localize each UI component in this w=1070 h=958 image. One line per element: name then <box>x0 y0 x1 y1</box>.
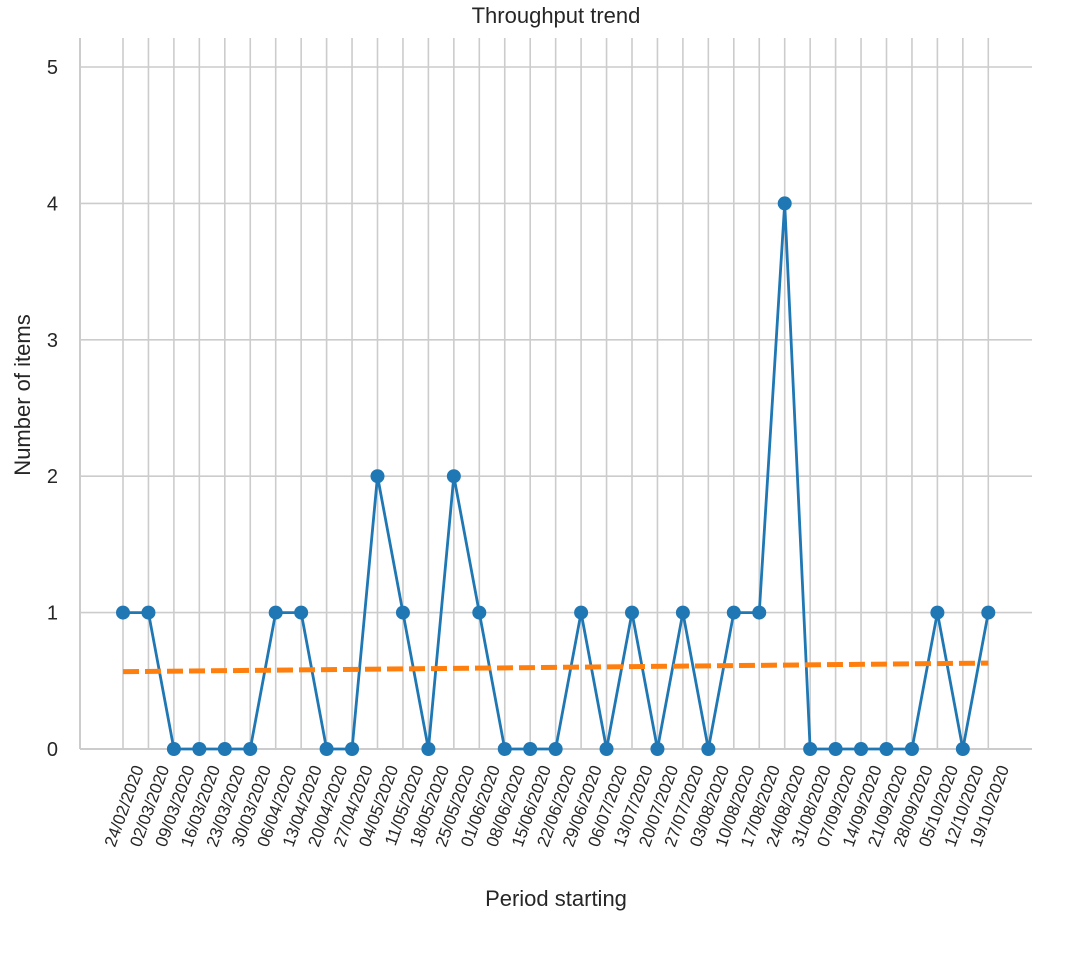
data-point <box>243 742 258 756</box>
x-tick-labels: 24/02/202002/03/202009/03/202016/03/2020… <box>101 763 1013 849</box>
data-point <box>116 605 130 620</box>
y-tick-labels: 0 1 2 3 4 5 <box>47 57 58 761</box>
data-point <box>599 742 614 756</box>
series-layer <box>116 196 996 756</box>
data-point <box>217 742 232 756</box>
grid-layer <box>80 38 1032 750</box>
data-point <box>777 196 792 211</box>
data-point <box>497 742 512 756</box>
data-point <box>981 605 996 620</box>
data-point <box>268 605 283 620</box>
x-axis-label: Period starting <box>485 886 627 911</box>
data-point <box>752 605 767 620</box>
y-tick-label: 5 <box>47 57 58 79</box>
data-point <box>854 742 869 756</box>
data-point <box>828 742 843 756</box>
data-point <box>650 742 665 756</box>
data-point <box>930 605 945 620</box>
data-point <box>904 742 919 756</box>
data-point <box>421 742 436 756</box>
y-tick-label: 3 <box>47 330 58 352</box>
y-tick-label: 0 <box>47 739 58 761</box>
data-point <box>370 469 385 484</box>
data-point <box>192 742 207 756</box>
data-point <box>523 742 538 756</box>
data-point <box>879 742 894 756</box>
y-tick-label: 1 <box>47 603 58 625</box>
data-point <box>166 742 181 756</box>
data-point <box>319 742 334 756</box>
data-point <box>345 742 360 756</box>
data-point <box>294 605 309 620</box>
data-point <box>141 605 156 620</box>
data-point <box>955 742 970 756</box>
data-point <box>472 605 487 620</box>
data-point <box>446 469 461 484</box>
data-point <box>625 605 639 620</box>
data-point <box>701 742 716 756</box>
trend-line <box>122 660 989 675</box>
y-axis-label: Number of items <box>10 314 35 475</box>
data-point <box>726 605 741 620</box>
data-point <box>803 742 818 756</box>
data-point <box>548 742 563 756</box>
y-tick-label: 4 <box>47 193 58 215</box>
chart-title: Throughput trend <box>472 3 641 28</box>
data-point <box>675 605 690 620</box>
data-point <box>395 605 410 620</box>
y-tick-label: 2 <box>47 466 58 488</box>
data-point <box>574 605 589 620</box>
